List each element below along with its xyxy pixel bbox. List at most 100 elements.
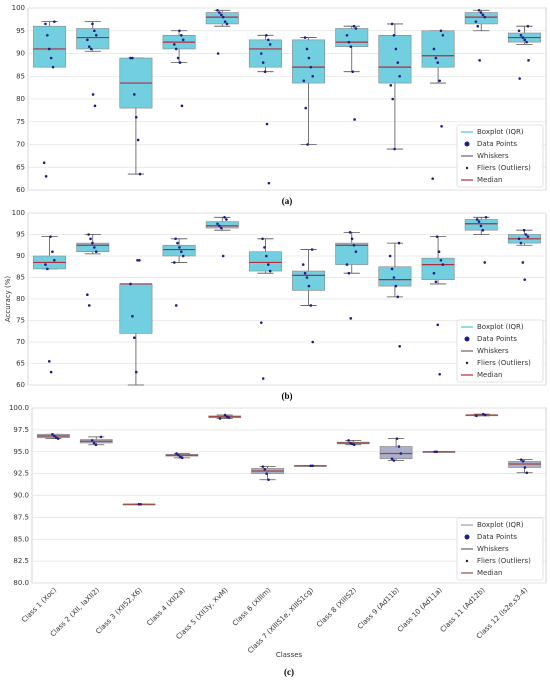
legend-label: Fliers (Outliers): [477, 164, 531, 172]
data-point: [307, 56, 311, 60]
data-point: [305, 47, 309, 51]
data-point: [227, 416, 231, 419]
data-point: [390, 457, 394, 461]
data-point: [87, 304, 91, 307]
data-point: [527, 59, 530, 62]
data-point: [136, 259, 139, 262]
data-point: [523, 466, 527, 469]
data-point: [349, 45, 353, 48]
data-point: [481, 228, 485, 232]
data-point: [51, 65, 55, 69]
data-point: [93, 246, 96, 249]
y-tick-label: 70: [16, 338, 25, 346]
data-point: [219, 226, 223, 230]
data-point: [394, 284, 398, 288]
data-point: [309, 464, 313, 468]
data-point: [131, 314, 134, 318]
data-point: [129, 282, 132, 286]
data-point: [522, 228, 526, 232]
y-tick-label: 97.5: [13, 426, 29, 434]
box: [421, 30, 455, 68]
data-point: [44, 263, 47, 266]
data-point: [181, 254, 185, 258]
data-point: [91, 241, 94, 245]
data-point: [396, 295, 400, 299]
data-point: [178, 61, 182, 64]
box: [205, 12, 239, 25]
y-tick-label: 90.0: [13, 492, 29, 500]
data-point: [397, 241, 401, 245]
x-tick-label: Class 9 (Ad11b): [356, 586, 401, 631]
box: [335, 28, 369, 47]
data-point: [137, 502, 141, 506]
data-point: [388, 254, 392, 258]
data-point: [268, 269, 272, 273]
data-point: [49, 370, 53, 374]
data-point: [483, 15, 487, 19]
data-point: [51, 250, 54, 253]
data-point: [523, 278, 527, 281]
data-point: [216, 222, 219, 226]
data-point: [44, 175, 48, 178]
data-point: [521, 261, 525, 264]
data-point: [265, 34, 268, 37]
data-point: [352, 443, 356, 447]
legend-label: Boxplot (IQR): [477, 128, 524, 136]
data-point: [477, 220, 481, 223]
data-point: [92, 441, 96, 445]
data-point: [174, 304, 178, 307]
data-point: [175, 452, 178, 455]
data-point: [398, 345, 401, 348]
data-point: [309, 304, 313, 307]
x-tick-label: Class 4 (XII2a): [145, 586, 187, 628]
y-tick-label: 65: [16, 163, 25, 171]
data-point: [176, 241, 179, 245]
data-point: [93, 104, 97, 108]
data-point: [266, 263, 270, 266]
data-point: [261, 237, 264, 241]
legend-swatch: [465, 559, 469, 563]
data-point: [398, 74, 401, 78]
data-point: [304, 106, 308, 110]
data-point: [178, 29, 181, 33]
legend-label: Fliers (Outliers): [477, 557, 531, 565]
data-point: [218, 224, 221, 228]
data-point: [177, 453, 180, 457]
data-point: [306, 143, 309, 146]
data-point: [439, 259, 443, 262]
data-point: [397, 445, 401, 448]
data-point: [259, 321, 263, 324]
data-point: [268, 43, 272, 46]
box: [248, 251, 282, 272]
data-point: [263, 70, 267, 73]
data-point: [345, 263, 349, 266]
data-point: [42, 161, 46, 164]
data-point: [134, 115, 138, 119]
data-point: [302, 79, 306, 83]
box: [119, 283, 153, 334]
data-point: [391, 97, 394, 101]
data-point: [431, 177, 434, 180]
data-point: [174, 47, 178, 51]
y-tick-label: 80: [16, 295, 25, 303]
data-point: [438, 79, 441, 83]
data-point: [94, 443, 98, 447]
data-point: [479, 224, 483, 228]
data-point: [396, 61, 400, 64]
data-point: [99, 435, 103, 439]
data-point: [394, 47, 398, 51]
legend-swatch: [465, 361, 469, 365]
y-tick-label: 85: [16, 274, 25, 282]
y-tick-label: 60: [16, 186, 25, 194]
legend-box: [456, 124, 544, 188]
panel-label: (a): [282, 196, 293, 206]
data-point: [216, 8, 219, 12]
box: [76, 242, 110, 253]
y-tick-label: 87.5: [13, 513, 29, 521]
data-point: [89, 237, 92, 241]
data-point: [134, 370, 138, 374]
y-tick-label: 90: [16, 252, 25, 260]
data-point: [437, 250, 441, 253]
data-point: [434, 280, 438, 284]
data-point: [399, 452, 403, 455]
